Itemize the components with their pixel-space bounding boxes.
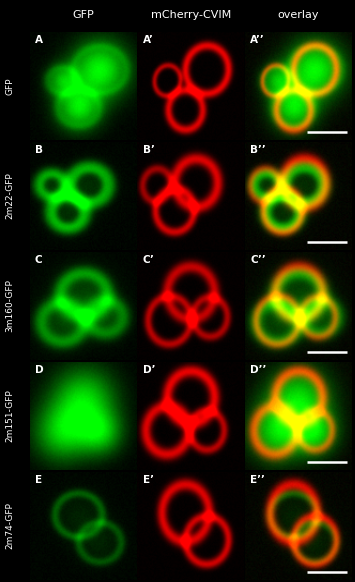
Text: C’’: C’’ [250, 255, 266, 265]
Text: E’’: E’’ [250, 475, 265, 485]
Text: B: B [35, 145, 43, 155]
Text: 3m160-GFP: 3m160-GFP [6, 279, 15, 332]
Text: mCherry-CVIM: mCherry-CVIM [151, 10, 231, 20]
Text: B’: B’ [143, 145, 154, 155]
Text: A’: A’ [143, 35, 153, 45]
Text: D: D [35, 365, 44, 375]
Text: 2m74-GFP: 2m74-GFP [6, 502, 15, 549]
Text: C’: C’ [143, 255, 154, 265]
Text: A: A [35, 35, 43, 45]
Text: D’’: D’’ [250, 365, 267, 375]
Text: C: C [35, 255, 43, 265]
Text: GFP: GFP [6, 77, 15, 95]
Text: 2m151-GFP: 2m151-GFP [6, 389, 15, 442]
Text: 2m22-GFP: 2m22-GFP [6, 172, 15, 219]
Text: A’’: A’’ [250, 35, 265, 45]
Text: GFP: GFP [72, 10, 94, 20]
Text: E: E [35, 475, 42, 485]
Text: D’: D’ [143, 365, 155, 375]
Text: overlay: overlay [278, 10, 319, 20]
Text: E’: E’ [143, 475, 154, 485]
Text: B’’: B’’ [250, 145, 266, 155]
